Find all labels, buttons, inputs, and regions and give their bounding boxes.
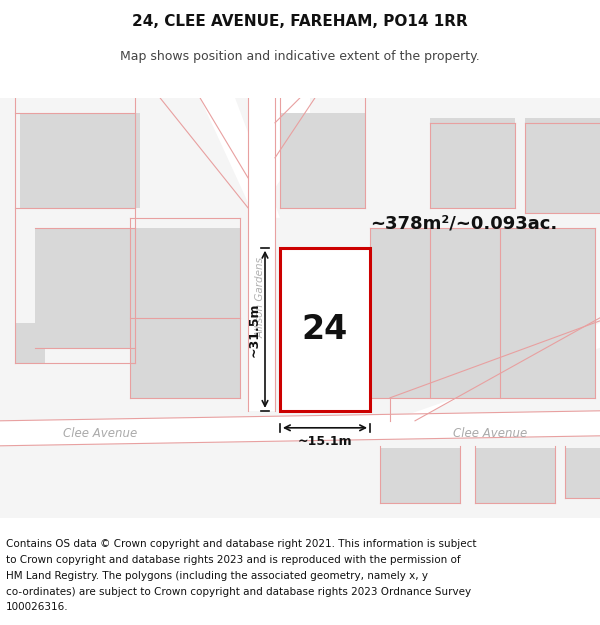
- Text: co-ordinates) are subject to Crown copyright and database rights 2023 Ordnance S: co-ordinates) are subject to Crown copyr…: [6, 587, 471, 597]
- Text: Allison Gardens: Allison Gardens: [256, 258, 266, 338]
- Polygon shape: [248, 98, 310, 188]
- Bar: [35, 228, 135, 348]
- Text: Clee Avenue: Clee Avenue: [63, 428, 137, 440]
- Text: HM Land Registry. The polygons (including the associated geometry, namely x, y: HM Land Registry. The polygons (includin…: [6, 571, 428, 581]
- Text: Contains OS data © Crown copyright and database right 2021. This information is : Contains OS data © Crown copyright and d…: [6, 539, 476, 549]
- Bar: [280, 248, 370, 411]
- Bar: [475, 448, 555, 503]
- Text: to Crown copyright and database rights 2023 and is reproduced with the permissio: to Crown copyright and database rights 2…: [6, 555, 461, 565]
- Bar: [525, 118, 600, 212]
- Polygon shape: [248, 98, 275, 148]
- Text: Clee Avenue: Clee Avenue: [453, 428, 527, 440]
- Bar: [565, 448, 600, 498]
- Polygon shape: [390, 322, 600, 421]
- Polygon shape: [248, 98, 275, 411]
- Bar: [430, 118, 515, 208]
- Text: 100026316.: 100026316.: [6, 602, 68, 612]
- Polygon shape: [0, 411, 600, 446]
- Bar: [15, 322, 45, 362]
- Polygon shape: [200, 98, 280, 218]
- Bar: [380, 448, 460, 503]
- Text: ~31.5m: ~31.5m: [248, 302, 261, 356]
- Bar: [20, 112, 140, 208]
- Bar: [130, 228, 240, 398]
- Bar: [370, 228, 595, 398]
- Text: 24: 24: [302, 312, 348, 346]
- Bar: [310, 292, 375, 342]
- Text: ~15.1m: ~15.1m: [298, 435, 352, 447]
- Bar: [280, 112, 365, 208]
- Text: Map shows position and indicative extent of the property.: Map shows position and indicative extent…: [120, 50, 480, 62]
- Text: 24, CLEE AVENUE, FAREHAM, PO14 1RR: 24, CLEE AVENUE, FAREHAM, PO14 1RR: [132, 14, 468, 29]
- Text: ~378m²/~0.093ac.: ~378m²/~0.093ac.: [370, 215, 557, 232]
